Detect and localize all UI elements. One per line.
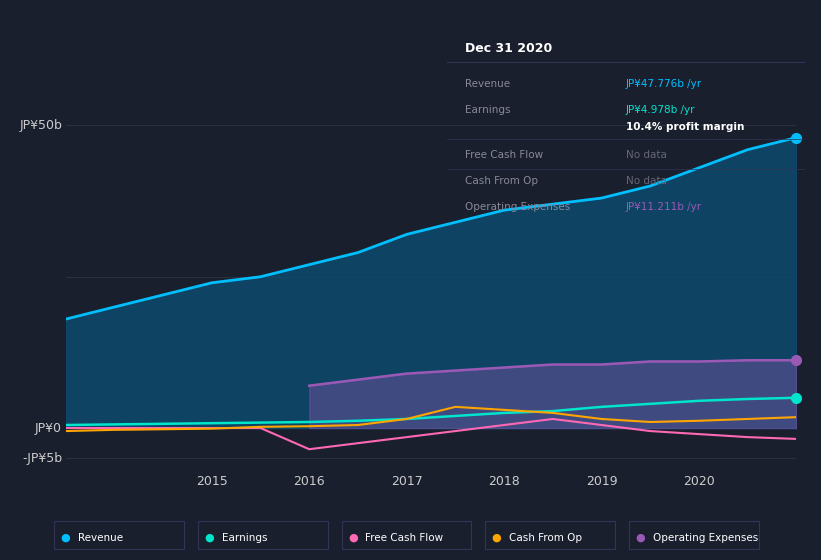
- Text: Operating Expenses: Operating Expenses: [653, 533, 758, 543]
- Text: Cash From Op: Cash From Op: [509, 533, 582, 543]
- Text: No data: No data: [626, 176, 667, 186]
- Text: Earnings: Earnings: [466, 105, 511, 114]
- Text: Revenue: Revenue: [466, 78, 511, 88]
- Text: No data: No data: [626, 150, 667, 160]
- Text: JP¥4.978b /yr: JP¥4.978b /yr: [626, 105, 695, 114]
- Text: Free Cash Flow: Free Cash Flow: [365, 533, 443, 543]
- Text: ●: ●: [61, 533, 71, 543]
- Text: ●: ●: [635, 533, 645, 543]
- Text: -JP¥5b: -JP¥5b: [22, 452, 62, 465]
- Text: JP¥50b: JP¥50b: [19, 119, 62, 132]
- Text: JP¥0: JP¥0: [35, 422, 62, 435]
- Text: Cash From Op: Cash From Op: [466, 176, 539, 186]
- Text: Free Cash Flow: Free Cash Flow: [466, 150, 544, 160]
- Text: Dec 31 2020: Dec 31 2020: [466, 42, 553, 55]
- Text: 10.4% profit margin: 10.4% profit margin: [626, 123, 745, 132]
- Text: Revenue: Revenue: [78, 533, 123, 543]
- Text: Earnings: Earnings: [222, 533, 267, 543]
- Text: ●: ●: [492, 533, 502, 543]
- Text: Operating Expenses: Operating Expenses: [466, 202, 571, 212]
- Text: JP¥47.776b /yr: JP¥47.776b /yr: [626, 78, 702, 88]
- Text: JP¥11.211b /yr: JP¥11.211b /yr: [626, 202, 702, 212]
- Text: ●: ●: [204, 533, 214, 543]
- Text: ●: ●: [348, 533, 358, 543]
